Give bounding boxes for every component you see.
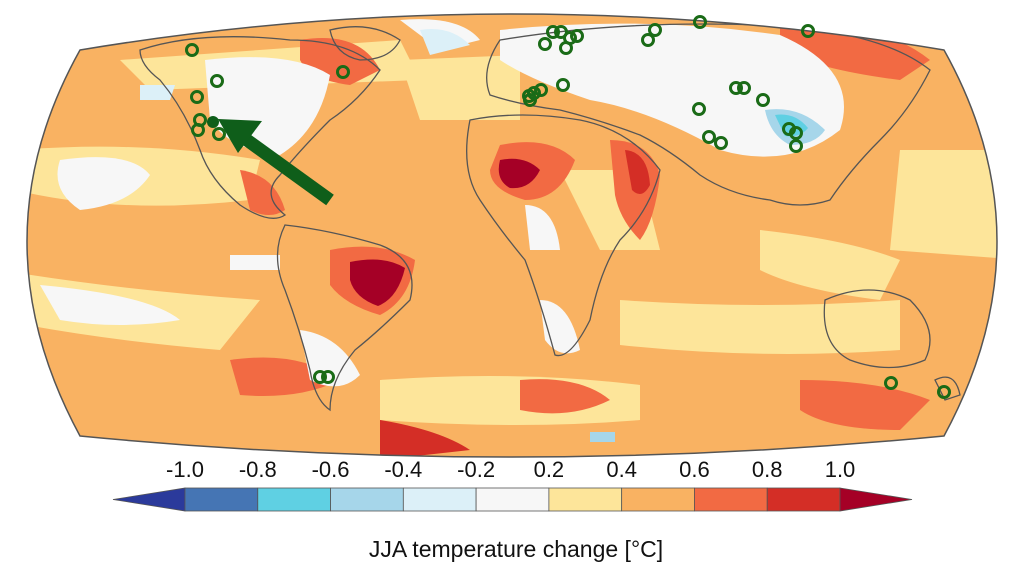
site-marker — [570, 29, 584, 43]
colorbar-bin — [475, 487, 550, 512]
field-patch — [420, 29, 470, 55]
site-markers — [185, 15, 951, 399]
field-patch — [520, 379, 610, 414]
field-patch — [540, 300, 580, 354]
field-patch — [525, 205, 560, 250]
colorbar-tick-label: 0.8 — [752, 457, 783, 482]
site-marker — [336, 65, 350, 79]
colorbar-bin — [621, 487, 695, 512]
globe-outline — [26, 13, 998, 458]
site-marker — [702, 130, 716, 144]
coastline-africa — [466, 114, 661, 357]
site-marker — [884, 376, 898, 390]
colorbar: -1.0 -0.8 -0.6 -0.4 -0.2 0.2 0.4 0.6 0.8 1.0 JJA … — [112, 457, 913, 562]
field-patch — [620, 300, 900, 354]
coastline-north-america — [139, 36, 381, 219]
field-patch — [400, 55, 520, 120]
field-patch — [760, 230, 900, 300]
coastline-australia — [823, 289, 931, 369]
colorbar-tick-label: -0.8 — [239, 457, 277, 482]
field-patch — [800, 380, 930, 430]
site-marker — [693, 15, 707, 29]
arrow-icon — [218, 119, 334, 206]
colorbar-bin — [402, 487, 477, 512]
site-marker — [191, 123, 205, 137]
site-marker — [648, 23, 662, 37]
field-patch — [380, 420, 470, 457]
site-marker — [937, 385, 951, 399]
highlighted-site-marker — [207, 116, 219, 128]
site-marker — [313, 370, 327, 384]
colorbar-tick-label: 1.0 — [825, 457, 856, 482]
field-patch — [230, 255, 280, 270]
site-marker — [756, 93, 770, 107]
site-marker — [523, 93, 537, 107]
site-marker — [789, 126, 803, 140]
colorbar-title: JJA temperature change [°C] — [369, 536, 663, 562]
field-patch — [498, 158, 540, 189]
colorbar-bin — [184, 487, 259, 512]
site-marker — [321, 370, 335, 384]
colorbar-tick-label: -1.0 — [166, 457, 204, 482]
colorbar-bin — [766, 487, 841, 512]
site-marker — [538, 37, 552, 51]
field-patch — [890, 150, 997, 260]
site-marker — [190, 90, 204, 104]
field-patch — [40, 285, 180, 325]
colorbar-tick-label: -0.6 — [312, 457, 350, 482]
temperature-field — [27, 14, 997, 457]
site-marker — [534, 83, 548, 97]
site-marker — [546, 25, 560, 39]
site-marker — [789, 139, 803, 153]
colorbar-bin — [257, 487, 331, 512]
site-marker — [729, 81, 743, 95]
colorbar-bin — [839, 487, 913, 512]
site-marker — [641, 33, 655, 47]
coastline-greenland — [329, 26, 401, 61]
site-marker — [801, 24, 815, 38]
site-marker — [692, 102, 706, 116]
site-marker — [210, 74, 224, 88]
coastline-south-america — [276, 224, 413, 412]
colorbar-bins — [112, 487, 913, 512]
field-patch — [350, 259, 405, 306]
field-patch — [780, 20, 930, 80]
field-patch — [625, 150, 650, 194]
colorbar-ticks: -1.0 -0.8 -0.6 -0.4 -0.2 0.2 0.4 0.6 0.8 1.0 — [166, 457, 855, 482]
colorbar-tick-label: 0.4 — [606, 457, 637, 482]
colorbar-tick-label: 0.2 — [534, 457, 565, 482]
site-marker — [559, 41, 573, 55]
site-marker — [556, 78, 570, 92]
colorbar-tick-label: -0.2 — [457, 457, 495, 482]
colorbar-bin — [112, 487, 186, 512]
field-patch — [590, 432, 615, 442]
colorbar-bin — [548, 487, 623, 512]
field-patch — [500, 23, 844, 157]
colorbar-bin — [694, 487, 768, 512]
field-patch — [57, 157, 150, 210]
colorbar-tick-label: 0.6 — [679, 457, 710, 482]
colorbar-bin — [330, 487, 404, 512]
site-marker — [212, 127, 226, 141]
site-marker — [737, 81, 751, 95]
site-marker — [714, 136, 728, 150]
colorbar-tick-label: -0.4 — [384, 457, 422, 482]
world-map — [26, 13, 998, 458]
coastline-new-zealand — [934, 376, 961, 401]
site-marker — [185, 43, 199, 57]
